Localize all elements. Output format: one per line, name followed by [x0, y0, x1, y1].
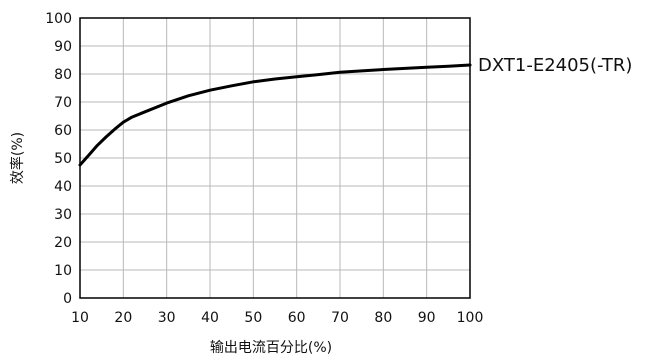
y-tick-label: 10 [54, 263, 72, 279]
y-tick-label: 70 [54, 95, 72, 111]
x-tick-label: 20 [114, 310, 132, 326]
y-tick-label: 50 [54, 151, 72, 167]
y-tick-label: 90 [54, 39, 72, 55]
y-tick-label: 100 [45, 11, 72, 27]
y-axis-title: 效率(%) [9, 132, 26, 184]
plot-frame [79, 17, 471, 299]
x-axis-ticks: 10 20 30 40 50 60 70 80 90 100 [71, 310, 483, 326]
y-tick-label: 40 [54, 179, 72, 195]
y-tick-label: 80 [54, 67, 72, 83]
series-label: DXT1-E2405(-TR) [478, 55, 632, 76]
x-tick-label: 40 [201, 310, 219, 326]
y-tick-label: 20 [54, 235, 72, 251]
x-tick-label: 100 [457, 310, 484, 326]
x-tick-label: 70 [331, 310, 349, 326]
y-tick-label: 0 [63, 291, 72, 307]
x-tick-label: 10 [71, 310, 89, 326]
x-axis-title: 输出电流百分比(%) [210, 340, 332, 356]
series-layer [78, 63, 472, 167]
x-tick-label: 90 [418, 310, 436, 326]
x-tick-label: 50 [244, 310, 262, 326]
y-tick-label: 30 [54, 207, 72, 223]
y-tick-label: 60 [54, 123, 72, 139]
y-axis-ticks: 0 10 20 30 40 50 60 70 80 90 100 [45, 11, 72, 307]
x-tick-label: 30 [158, 310, 176, 326]
grid [79, 17, 471, 299]
series-line [78, 63, 472, 167]
x-tick-label: 60 [288, 310, 306, 326]
x-tick-label: 80 [374, 310, 392, 326]
